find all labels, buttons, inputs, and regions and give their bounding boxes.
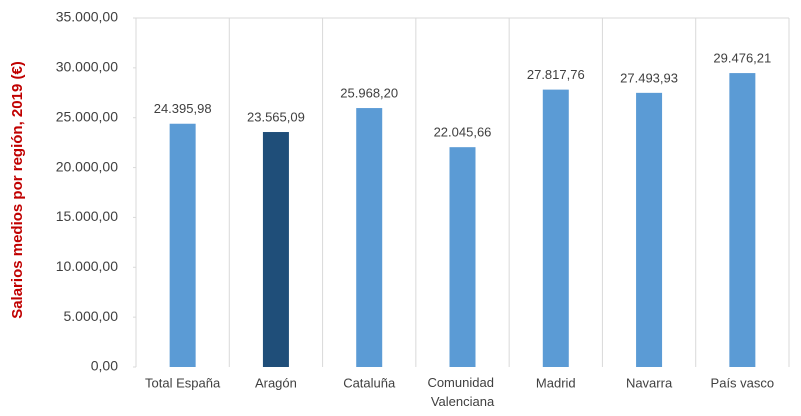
y-tick-label: 15.000,00 (56, 208, 118, 224)
y-tick-label: 30.000,00 (56, 59, 118, 75)
value-label: 27.817,76 (527, 67, 585, 82)
bar (542, 89, 569, 368)
bar (636, 92, 663, 367)
x-tick-label: Navarra (626, 375, 673, 390)
y-tick-label: 0,00 (91, 358, 118, 374)
value-label: 22.045,66 (434, 125, 492, 140)
y-tick-label: 35.000,00 (56, 9, 118, 25)
value-label: 25.968,20 (340, 85, 398, 100)
value-label: 23.565,09 (247, 109, 305, 124)
x-tick-label: Comunidad Valenciana (427, 375, 497, 409)
y-tick-label: 10.000,00 (56, 258, 118, 274)
x-tick-label: Cataluña (343, 375, 396, 390)
bar (262, 132, 289, 367)
y-tick-label: 25.000,00 (56, 108, 118, 124)
bar (449, 147, 476, 367)
y-tick-label: 20.000,00 (56, 158, 118, 174)
bar (729, 73, 756, 367)
x-tick-label: País vasco (711, 375, 775, 390)
x-tick-label: Madrid (536, 375, 576, 390)
x-tick-label: Total España (145, 375, 221, 390)
bar (356, 108, 383, 368)
y-tick-label: 5.000,00 (64, 308, 119, 324)
value-label: 27.493,93 (620, 70, 678, 85)
bar (169, 123, 196, 367)
value-label: 24.395,98 (154, 101, 212, 116)
y-axis-label: Salarios medios por región, 2019 (€) (9, 61, 26, 319)
x-tick-label: Aragón (255, 375, 297, 390)
value-label: 29.476,21 (713, 51, 771, 66)
